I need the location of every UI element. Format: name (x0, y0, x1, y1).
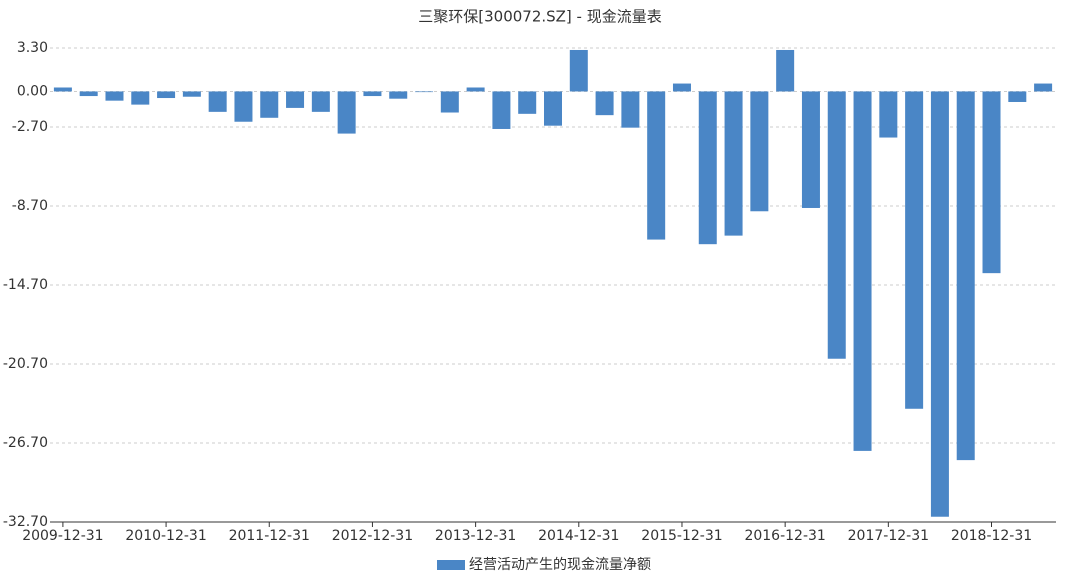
bar (260, 91, 279, 118)
bar (53, 87, 72, 92)
x-tick-label: 2015-12-31 (641, 528, 722, 544)
x-tick-label: 2016-12-31 (744, 528, 825, 544)
x-tick-label: 2010-12-31 (125, 528, 206, 544)
x-tick-label: 2014-12-31 (538, 528, 619, 544)
bar (286, 91, 305, 108)
y-tick-label: -20.70 (3, 356, 48, 372)
bar (79, 91, 98, 97)
bar (182, 91, 201, 97)
bar (208, 91, 227, 112)
bar (440, 91, 459, 113)
x-tick-label: 2013-12-31 (435, 528, 516, 544)
bar (827, 91, 846, 359)
bar (234, 91, 253, 122)
bar (750, 91, 769, 212)
bar (105, 91, 124, 101)
bar (801, 91, 820, 208)
y-tick-label: 0.00 (17, 83, 48, 99)
y-tick-label: -26.70 (3, 435, 48, 451)
x-tick-label: 2011-12-31 (229, 528, 310, 544)
bar (853, 91, 872, 451)
bar (337, 91, 356, 134)
bar (879, 91, 898, 138)
y-tick-label: 3.30 (17, 40, 48, 56)
bar (363, 91, 382, 97)
bar (595, 91, 614, 116)
bar (647, 91, 666, 240)
bar (544, 91, 562, 126)
bar (157, 91, 176, 99)
bar (776, 49, 795, 92)
legend-label: 经营活动产生的现金流量净额 (469, 557, 651, 573)
legend-swatch (437, 560, 465, 570)
bar (956, 91, 975, 461)
bar (724, 91, 743, 236)
bar (1008, 91, 1027, 102)
y-tick-label: -14.70 (3, 277, 48, 293)
chart-title: 三聚环保[300072.SZ] - 现金流量表 (418, 8, 661, 26)
bar (1034, 83, 1053, 92)
x-tick-label: 2012-12-31 (332, 528, 413, 544)
bar (311, 91, 330, 112)
bar (569, 49, 588, 92)
bar (672, 83, 691, 92)
bar (466, 87, 485, 92)
bar (698, 91, 717, 245)
bar (518, 91, 537, 114)
bar (905, 91, 924, 409)
bar (930, 91, 949, 517)
bar (492, 91, 511, 129)
x-tick-label: 2009-12-31 (22, 528, 103, 544)
bar (982, 91, 1001, 274)
x-tick-label: 2017-12-31 (848, 528, 929, 544)
bar (131, 91, 150, 105)
bar (389, 91, 408, 99)
y-tick-label: -2.70 (12, 119, 48, 135)
y-tick-label: -8.70 (12, 198, 48, 214)
x-tick-label: 2018-12-31 (951, 528, 1032, 544)
y-tick-label: -32.70 (3, 514, 48, 530)
bar (415, 91, 434, 93)
bar (621, 91, 640, 128)
